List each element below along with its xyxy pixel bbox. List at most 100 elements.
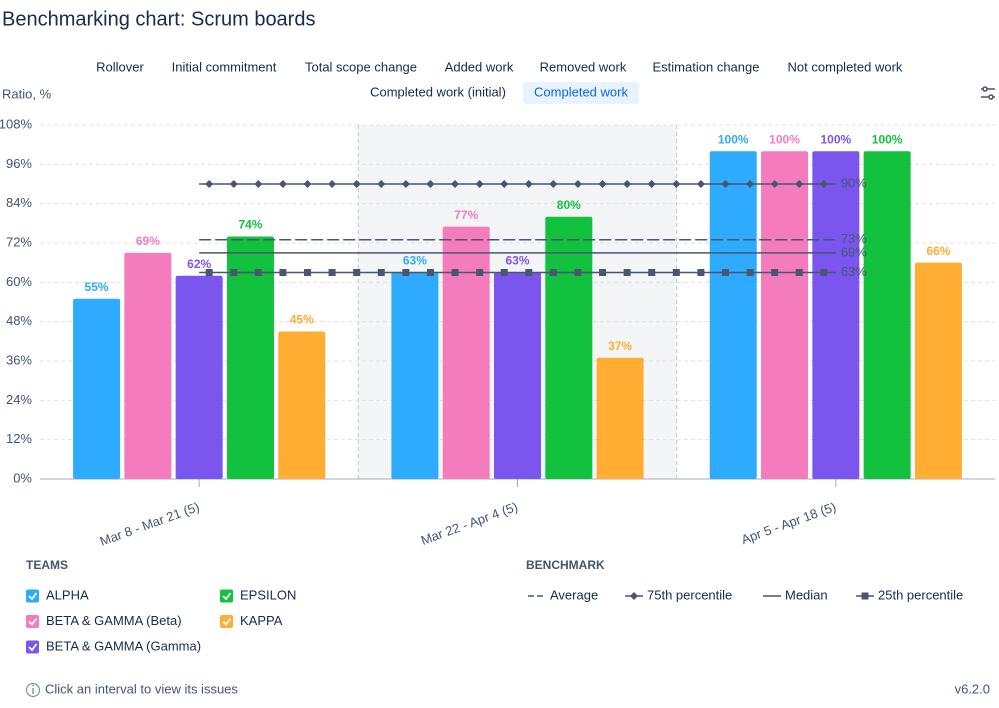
legend-item[interactable]: BETA & GAMMA (Gamma) [26, 638, 201, 654]
legend-label[interactable]: EPSILON [240, 587, 296, 602]
settings-button[interactable] [981, 86, 995, 100]
value-label: 45% [290, 313, 314, 327]
tab[interactable]: Initial commitment [172, 59, 277, 74]
bar[interactable] [545, 216, 593, 479]
x-tick-label[interactable]: Mar 22 - Apr 4 (5) [419, 499, 520, 548]
legend-item[interactable]: ALPHA [26, 587, 89, 603]
bar[interactable] [709, 151, 757, 479]
value-label: 62% [187, 257, 211, 271]
bar[interactable] [175, 275, 223, 479]
tab-label[interactable]: Initial commitment [172, 59, 277, 74]
legend-title: BENCHMARK [526, 558, 605, 572]
benchmark-legend-item: 75th percentile [625, 587, 732, 602]
legend-label[interactable]: KAPPA [240, 613, 283, 628]
legend-checkbox [26, 640, 39, 654]
bar[interactable] [391, 272, 439, 480]
benchmark-marker [549, 180, 558, 188]
tab[interactable]: Rollover [96, 59, 144, 74]
benchmark-marker [672, 180, 681, 188]
bar[interactable] [863, 151, 911, 479]
value-label: 100% [820, 132, 851, 146]
benchmark-line-group [199, 180, 836, 188]
benchmark-marker [630, 592, 638, 600]
benchmark-marker [500, 269, 508, 276]
tab[interactable]: Added work [445, 59, 514, 74]
bar[interactable] [494, 272, 541, 480]
info-icon [25, 682, 41, 698]
legend-item[interactable]: BETA & GAMMA (Beta) [26, 613, 182, 628]
tab-label[interactable]: Completed work (initial) [370, 84, 506, 99]
tab-label[interactable]: Completed work [534, 84, 628, 99]
value-label: 74% [238, 218, 262, 232]
bar[interactable] [596, 357, 644, 479]
bar[interactable] [226, 236, 274, 479]
tab-label[interactable]: Total scope change [305, 59, 417, 74]
benchmark-marker [573, 180, 582, 188]
legend-label[interactable]: BETA & GAMMA (Gamma) [46, 638, 201, 653]
bar[interactable] [761, 151, 809, 479]
tab[interactable]: Removed work [540, 59, 627, 74]
value-label: 77% [454, 208, 478, 222]
benchmark-marker [549, 269, 557, 276]
x-tick-label[interactable]: Apr 5 - Apr 18 (5) [739, 499, 838, 547]
benchmark-marker [525, 269, 533, 276]
legend-label[interactable]: BETA & GAMMA (Beta) [46, 613, 182, 628]
bar[interactable] [124, 252, 172, 479]
bar[interactable] [442, 226, 490, 479]
y-tick-label: 84% [6, 195, 32, 210]
benchmark-marker [861, 592, 869, 600]
benchmark-marker [229, 180, 238, 188]
bar[interactable] [914, 262, 962, 479]
y-tick-label: 108% [0, 116, 32, 131]
value-label: 66% [926, 244, 950, 258]
value-label: 37% [608, 339, 632, 353]
benchmark-legend-item: Average [528, 587, 598, 602]
benchmark-marker [426, 269, 434, 276]
tab-label[interactable]: Added work [445, 59, 514, 74]
x-tick-label[interactable]: Mar 8 - Mar 21 (5) [98, 499, 202, 549]
benchmark-marker [205, 180, 214, 188]
y-tick-label: 96% [6, 156, 32, 171]
bar[interactable] [278, 331, 326, 480]
check-mark [222, 617, 232, 626]
benchmark-marker [304, 269, 312, 276]
benchmark-legend-item: Median [763, 587, 828, 602]
benchmark-marker [352, 180, 361, 188]
benchmark-marker [795, 180, 804, 188]
check-mark [28, 617, 38, 626]
value-label: 100% [769, 132, 800, 146]
benchmark-marker [303, 180, 312, 188]
bar[interactable] [73, 298, 121, 479]
tab-label[interactable]: Not completed work [788, 59, 903, 74]
benchmark-marker [771, 269, 779, 276]
tab[interactable]: Completed work (initial) [370, 84, 506, 99]
tab-label[interactable]: Removed work [540, 59, 627, 74]
tab[interactable]: Not completed work [788, 59, 903, 74]
legend-label[interactable]: ALPHA [46, 587, 89, 602]
tab[interactable]: Completed work [523, 82, 639, 104]
benchmark-marker [721, 180, 730, 188]
check-mark [222, 592, 232, 601]
check-mark [28, 592, 38, 601]
version: v6.2.0 [955, 681, 990, 696]
y-tick-label: 0% [13, 470, 32, 485]
tab-label[interactable]: Estimation change [653, 59, 760, 74]
value-label: 100% [872, 132, 903, 146]
benchmark-marker [819, 180, 828, 188]
tab[interactable]: Estimation change [653, 59, 760, 74]
legend-checkbox [220, 615, 233, 628]
tab[interactable]: Total scope change [305, 59, 417, 74]
benchmark-marker [599, 269, 607, 276]
footer-note: Click an interval to view its issues [45, 681, 238, 696]
benchmark-marker [279, 269, 287, 276]
benchmark-marker [475, 180, 484, 188]
benchmark-marker [746, 180, 755, 188]
benchmark-marker [401, 180, 410, 188]
legend-checkbox [26, 589, 39, 603]
legend-item[interactable]: KAPPA [220, 613, 283, 628]
benchmark-marker [820, 269, 828, 276]
legend-item[interactable]: EPSILON [220, 587, 296, 603]
bar[interactable] [812, 151, 860, 479]
tab-label[interactable]: Rollover [96, 59, 144, 74]
